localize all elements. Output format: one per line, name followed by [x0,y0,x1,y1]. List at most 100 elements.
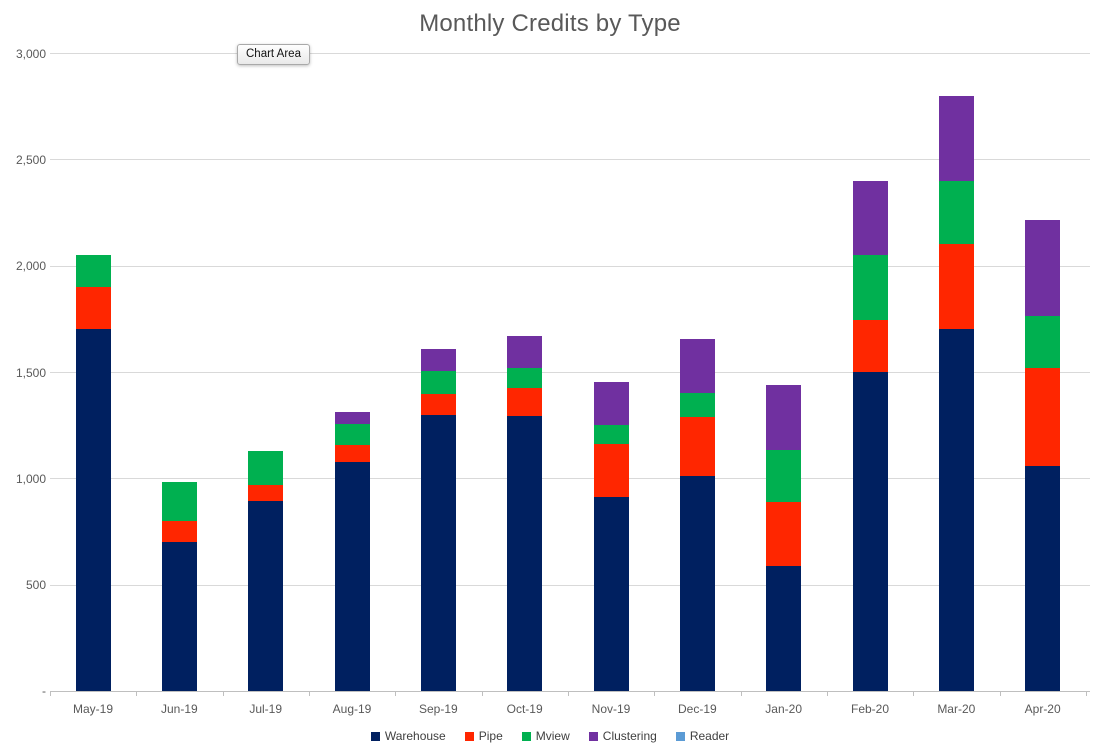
bar-segment-warehouse[interactable] [248,500,284,691]
gridline [50,584,1090,586]
bar-stack[interactable] [507,335,543,691]
x-axis-label[interactable]: Dec-19 [677,702,717,716]
bar-stack[interactable] [680,339,715,691]
bar-segment-pipe[interactable] [766,501,802,566]
bar-segment-pipe[interactable] [334,445,370,463]
y-axis-label[interactable]: - [42,684,46,698]
y-axis-label[interactable]: 3,000 [15,46,46,61]
x-axis-label[interactable]: Mar-20 [937,702,976,716]
bar-segment-pipe[interactable] [1025,367,1061,466]
x-axis-tick [654,692,656,696]
legend-swatch-warehouse [370,731,380,741]
y-axis-label[interactable]: 1,000 [15,471,46,486]
bar-segment-pipe[interactable] [593,444,629,498]
bar-segment-mview[interactable] [766,449,802,502]
bar-segment-mview[interactable] [1025,315,1061,368]
bar-segment-mview[interactable] [421,370,456,395]
legend-item-mview[interactable]: Mview [521,729,570,743]
bar-segment-pipe[interactable] [421,394,456,415]
bar-segment-warehouse[interactable] [939,329,974,691]
bar-segment-warehouse[interactable] [1025,465,1061,691]
y-axis-label[interactable]: 2,500 [15,152,46,167]
x-axis-tick [740,692,742,696]
bar-segment-clustering[interactable] [507,335,543,368]
bar-segment-pipe[interactable] [852,319,888,372]
bar-stack[interactable] [334,412,370,691]
bar-segment-mview[interactable] [852,255,888,320]
bar-segment-clustering[interactable] [766,384,802,450]
x-axis-label[interactable]: Jan-20 [765,702,802,716]
legend-swatch-reader [675,731,685,741]
legend-item-clustering[interactable]: Clustering [588,729,657,743]
legend-label: Clustering [602,729,657,743]
x-axis-tick [481,692,483,696]
y-axis-label[interactable]: 1,500 [15,365,46,380]
bar-stack[interactable] [852,180,888,691]
bar-segment-warehouse[interactable] [852,372,888,691]
bar-segment-clustering[interactable] [334,412,370,425]
legend-label: Reader [689,729,730,743]
bar-segment-warehouse[interactable] [334,462,370,691]
x-axis-label[interactable]: Jun-19 [160,702,198,716]
bar-segment-clustering[interactable] [1025,219,1061,316]
x-axis-label[interactable]: Jul-19 [249,702,282,716]
gridline [50,372,1090,373]
bar-segment-warehouse[interactable] [421,414,456,691]
legend-swatch-mview [521,731,531,741]
bar-segment-warehouse[interactable] [162,542,197,691]
bar-stack[interactable] [421,348,456,691]
bar-segment-mview[interactable] [939,180,974,245]
bar-segment-warehouse[interactable] [766,565,802,691]
legend-item-pipe[interactable]: Pipe [464,729,503,743]
bar-segment-warehouse[interactable] [75,329,111,691]
x-axis-label[interactable]: Feb-20 [850,702,890,716]
legend-label: Mview [535,729,570,743]
bar-stack[interactable] [1025,219,1061,691]
bar-stack[interactable] [162,481,197,691]
x-axis-label[interactable]: Aug-19 [332,702,372,716]
x-axis-label[interactable]: Nov-19 [591,702,631,716]
bar-segment-pipe[interactable] [75,286,111,330]
bar-segment-clustering[interactable] [852,180,888,256]
bar-segment-pipe[interactable] [680,416,715,477]
gridline [50,53,1090,54]
legend-item-warehouse[interactable]: Warehouse [370,729,446,743]
bar-segment-pipe[interactable] [507,387,543,416]
bar-stack[interactable] [766,384,802,691]
x-axis-label[interactable]: May-19 [72,702,113,716]
bar-segment-mview[interactable] [248,450,284,485]
bar-segment-clustering[interactable] [939,95,974,181]
x-axis-tick [50,692,51,696]
bar-segment-warehouse[interactable] [593,497,629,691]
x-axis-label[interactable]: Sep-19 [418,702,458,716]
bar-segment-warehouse[interactable] [680,476,715,691]
bar-segment-pipe[interactable] [248,484,284,501]
legend[interactable]: Warehouse Pipe Mview Clustering Reader [0,727,1100,745]
bar-stack[interactable] [939,95,974,691]
bar-segment-mview[interactable] [593,425,629,445]
x-axis-tick [568,692,569,696]
chart-title[interactable]: Monthly Credits by Type [419,10,681,37]
legend-label: Warehouse [384,729,446,743]
bar-segment-mview[interactable] [680,393,715,417]
y-axis-label[interactable]: 2,000 [15,259,46,274]
bar-segment-pipe[interactable] [939,244,974,330]
bar-segment-mview[interactable] [75,255,111,287]
x-axis-tick [309,692,310,696]
bar-segment-pipe[interactable] [162,520,197,543]
x-axis-label[interactable]: Oct-19 [506,702,543,716]
bar-segment-clustering[interactable] [593,381,629,426]
bar-segment-mview[interactable] [507,367,543,388]
bar-stack[interactable] [593,381,629,691]
legend-item-reader[interactable]: Reader [675,729,730,743]
bar-segment-mview[interactable] [162,481,197,521]
bar-segment-clustering[interactable] [680,339,715,394]
bar-segment-warehouse[interactable] [507,415,543,691]
bar-segment-clustering[interactable] [421,348,456,371]
x-axis-label[interactable]: Apr-20 [1024,702,1061,716]
bar-stack[interactable] [75,255,111,691]
y-axis-label[interactable]: 500 [25,578,46,593]
bar-segment-mview[interactable] [334,424,370,446]
bar-stack[interactable] [248,450,284,691]
